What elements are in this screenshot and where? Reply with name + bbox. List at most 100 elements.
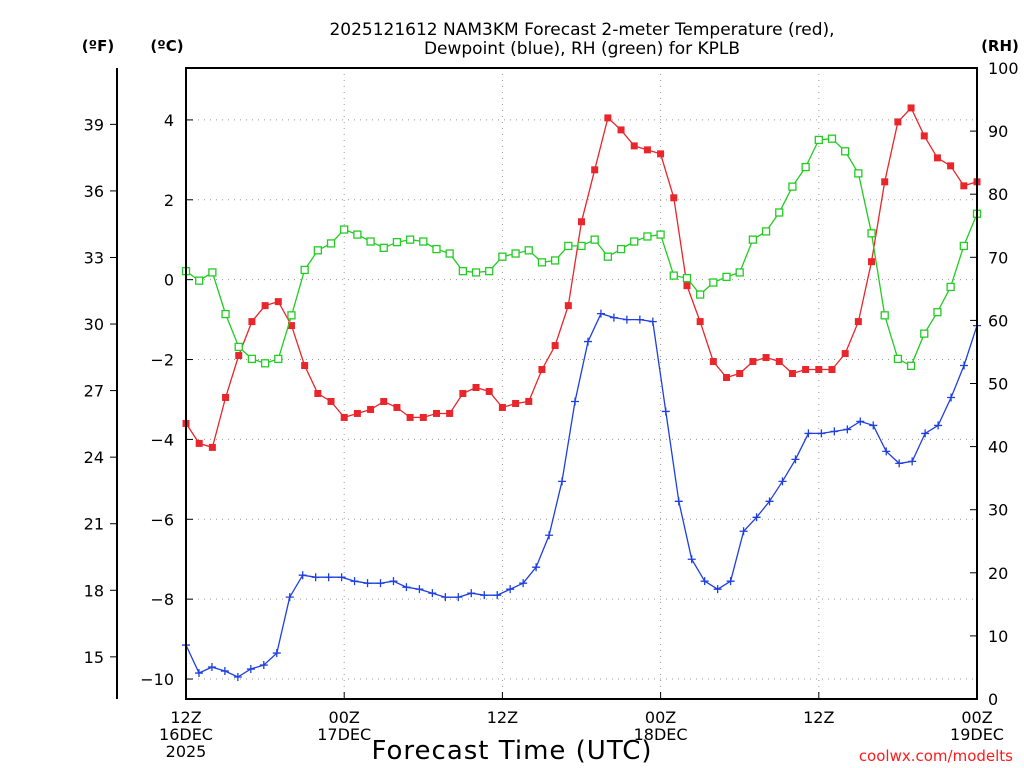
dewpoint-point [661,407,670,416]
x-tick-label: 00Z [329,708,360,727]
celsius-tick-label: −2 [150,351,174,370]
chart-title-line-1: 2025121612 NAM3KM Forecast 2-meter Tempe… [329,20,834,40]
dewpoint-point [882,447,891,456]
rh-point [814,135,823,145]
temperature-point [709,358,717,366]
rh-point [933,308,942,317]
rh-tick-label: 30 [988,501,1008,520]
rh-tick-label: 20 [988,564,1008,583]
rh-unit-label: (RH) [981,37,1019,55]
temperature-point [683,282,691,290]
temperature-point [907,104,915,112]
temperature-point [301,362,309,370]
rh-point [195,276,204,285]
rh-point [867,229,876,238]
dewpoint-point [220,667,229,676]
rh-point [630,237,639,246]
temperature-point [657,150,665,158]
celsius-unit-label: (ºC) [150,37,183,55]
dewpoint-point [506,585,515,594]
x-tick-label: 18DEC [634,725,688,744]
temperature-point [274,298,282,306]
rh-point [353,230,362,239]
x-axis-label: Forecast Time (UTC) [371,736,652,766]
rh-point [761,227,771,236]
dewpoint-point [558,477,567,486]
dewpoint-point [259,661,268,670]
temperature-point [314,389,322,397]
rh-point [313,246,322,255]
rh-point [854,169,863,178]
dewpoint-point [921,429,930,438]
rh-point [419,237,428,246]
celsius-tick-label: −4 [150,430,174,449]
dewpoint-point [934,421,943,430]
dewpoint-point [376,579,385,588]
rh-tick-label: 50 [988,375,1008,394]
rh-point [906,361,916,370]
rh-point [208,268,217,277]
temperature-point [222,393,230,401]
temperature-point [947,162,955,170]
dewpoint-point [947,393,956,402]
fahrenheit-tick-label: 30 [84,315,104,334]
temperature-point [367,405,375,413]
temperature-point [261,302,269,310]
fahrenheit-tick-label: 36 [84,182,104,201]
x-tick-label: 12Z [803,708,834,727]
dewpoint-point [519,579,528,588]
rh-point [748,235,758,244]
gridlines [186,68,977,699]
temperature-point [670,194,678,202]
dewpoint-point [726,577,735,586]
rh-point [379,243,388,252]
fahrenheit-tick-label: 21 [84,515,104,534]
dewpoint-point [739,527,748,536]
rh-point [616,244,626,254]
dewpoint-point [402,583,411,592]
dewpoint-point [441,593,450,602]
axis-tick-labels: −10−8−6−4−202415182124273033363901020304… [84,59,1019,761]
dewpoint-point [532,563,541,572]
dewpoint-point [571,397,580,406]
fahrenheit-tick-label: 39 [84,115,104,134]
rh-tick-label: 0 [988,690,998,709]
x-tick-label: 2025 [166,742,207,761]
rh-point [287,311,296,320]
dewpoint-point [415,585,424,594]
temperature-point [736,370,744,378]
dewpoint-point [233,673,242,682]
rh-point [485,267,494,276]
x-tick-label: 19DEC [950,725,1004,744]
dewpoint-point [337,573,346,582]
temperature-point [630,142,638,150]
temperature-point [208,443,216,451]
x-tick-label: 16DEC [159,725,213,744]
rh-point [682,273,692,283]
rh-point [669,271,678,280]
temperature-point [643,146,651,154]
x-tick-label: 12Z [487,708,518,727]
chart-title-line-2: Dewpoint (blue), RH (green) for KPLB [424,39,740,59]
dewpoint-point [713,585,722,594]
temperature-point [868,258,876,266]
temperature-point [591,166,599,174]
temperature-point [762,354,770,362]
dewpoint-point [324,573,333,582]
dewpoint-point [428,589,437,598]
dewpoint-point [609,313,618,322]
rh-point [498,252,507,261]
rh-point [392,238,402,247]
temperature-point [788,370,796,378]
fahrenheit-tick-label: 15 [84,648,104,667]
dewpoint-point [311,573,320,582]
celsius-tick-label: 0 [164,271,174,290]
temperature-point [248,318,256,326]
rh-point [471,268,481,277]
rh-point [577,241,586,251]
rh-point [564,241,573,251]
x-tick-label: 00Z [961,708,992,727]
rh-tick-label: 100 [988,59,1019,78]
temperature-point [525,397,533,405]
